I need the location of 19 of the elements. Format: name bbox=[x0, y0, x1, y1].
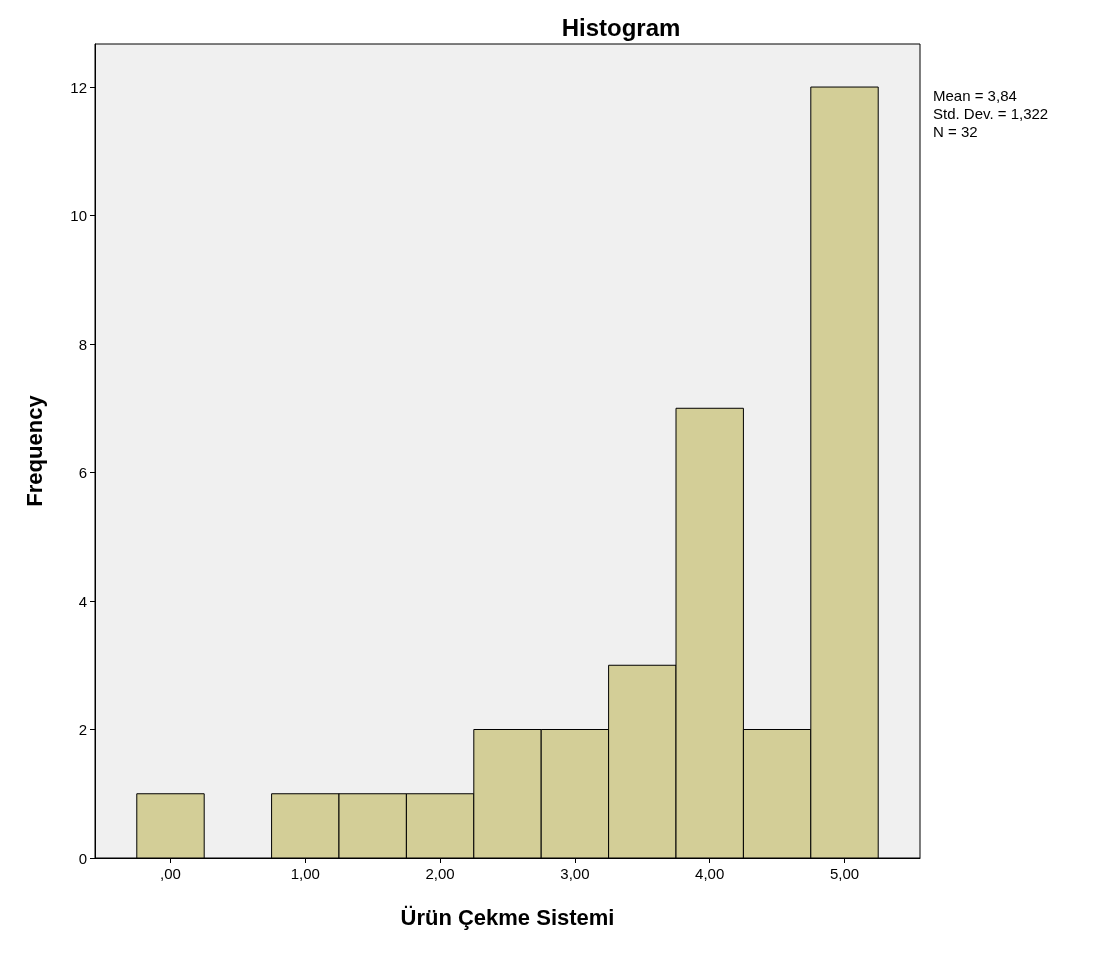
x-axis-title: Ürün Çekme Sistemi bbox=[400, 904, 615, 930]
y-tick-label: 10 bbox=[70, 207, 87, 225]
y-tick-label: 8 bbox=[78, 335, 87, 353]
x-tick-label: 3,00 bbox=[560, 865, 590, 882]
y-tick-label: 4 bbox=[78, 592, 87, 610]
x-tick-label: 2,00 bbox=[425, 865, 455, 882]
text: Std. Dev. = 1,322 bbox=[933, 105, 1049, 122]
y-tick-label: 0 bbox=[78, 849, 87, 867]
y-tick-label: 6 bbox=[78, 464, 87, 482]
text: Mean = 3,84 bbox=[933, 87, 1017, 104]
chart-title: Histogram bbox=[561, 13, 681, 41]
y-tick-label: 12 bbox=[70, 78, 87, 96]
y-tick-label: 2 bbox=[78, 721, 87, 739]
x-tick-label: 5,00 bbox=[829, 865, 860, 882]
x-tick-label: 4,00 bbox=[695, 865, 725, 882]
text: N = 32 bbox=[933, 123, 978, 140]
x-tick-label: ,00 bbox=[160, 865, 181, 882]
x-tick-label: 1,00 bbox=[290, 865, 320, 882]
y-axis-title: Frequency bbox=[21, 394, 47, 507]
